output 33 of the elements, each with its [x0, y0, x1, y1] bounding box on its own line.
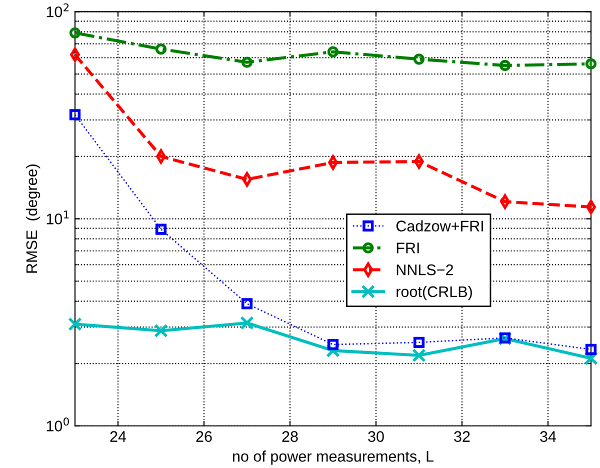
point — [241, 298, 253, 310]
point — [69, 109, 81, 120]
x-tick-label: 32 — [454, 431, 470, 442]
point — [499, 332, 511, 344]
point — [155, 44, 167, 55]
point — [413, 336, 425, 348]
point — [585, 344, 597, 355]
legend-label: Cadzow+FRI — [396, 220, 483, 232]
legend-label: NNLS−2 — [396, 264, 454, 276]
x-tick-label: 26 — [196, 431, 212, 442]
point — [155, 224, 167, 235]
x-axis-title: no of power measurements, L — [232, 450, 434, 465]
x-tick-label: 24 — [110, 431, 126, 442]
point — [585, 58, 597, 70]
point — [413, 54, 425, 65]
point — [241, 56, 253, 68]
y-tick-label: 10$^{1}$ — [46, 210, 69, 224]
point — [412, 348, 426, 362]
point — [327, 46, 339, 58]
x-tick-label: 30 — [368, 431, 384, 442]
legend-label: FRI — [396, 242, 419, 254]
y-tick-label: 10$^{2}$ — [46, 3, 69, 18]
x-tick-label: 34 — [540, 431, 556, 442]
point — [327, 339, 339, 350]
legend-label: root(CRLB) — [396, 286, 472, 300]
point — [154, 324, 168, 338]
y-tick-label: 10$^{0}$ — [46, 418, 69, 432]
point — [68, 317, 82, 332]
x-tick-label: 28 — [282, 431, 298, 442]
point — [240, 316, 254, 330]
point — [499, 60, 511, 72]
y-axis-title: RMSE (degree) — [26, 164, 40, 273]
point — [69, 27, 81, 38]
